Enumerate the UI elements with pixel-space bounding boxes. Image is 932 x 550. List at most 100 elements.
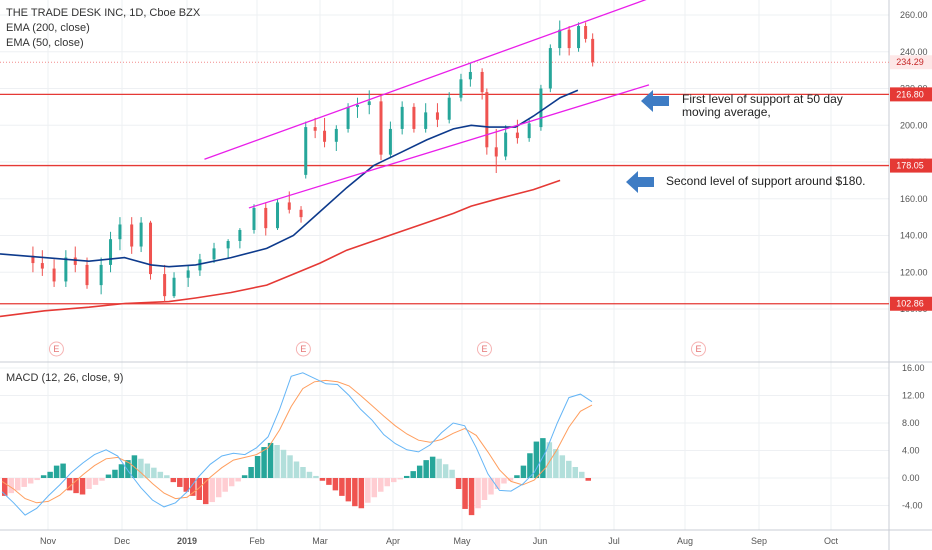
macd-histogram-bar [313,475,319,478]
macd-histogram-bar [306,471,313,478]
candle-body [212,248,216,260]
macd-histogram-bar [319,478,326,481]
arrow-left-icon-shape [626,171,654,193]
candle-body [567,29,571,49]
price-tick-label: 160.00 [900,194,928,204]
candle-body [73,257,77,265]
price-tag-label: 102.86 [896,299,924,309]
candle-body [447,97,451,120]
candle-body [577,26,581,49]
x-tick-label: Feb [249,536,265,546]
price-tick-label: 200.00 [900,120,928,130]
macd-histogram-bar [215,478,222,498]
candle-body [276,202,280,229]
macd-histogram-bar [47,471,53,478]
candle-body [299,209,303,218]
x-tick-label: 2019 [177,536,197,546]
macd-histogram-bar [358,478,365,509]
macd-histogram-bar [14,478,21,491]
macd-histogram-bar [378,478,384,492]
macd-histogram-bar [572,467,579,478]
macd-signal-line [1,379,593,504]
macd-histogram-bar [60,463,66,478]
candle-body [468,71,472,80]
macd-histogram-bar [34,478,40,481]
price-tag-label: 216.80 [896,89,924,99]
price-tag [890,55,932,70]
candle-body [252,207,256,230]
macd-histogram-bar [138,458,144,478]
ema200-line [0,179,561,318]
macd-histogram-bar [326,478,332,485]
macd-histogram-bar [501,478,507,484]
macd-histogram-bar [391,478,397,483]
candle-body [400,106,404,129]
macd-histogram-bar [125,460,131,478]
macd-histogram-bar [2,478,8,496]
macd-histogram-bar [287,455,293,478]
macd-histogram-bar [436,458,442,478]
macd-histogram-bar [66,478,73,491]
macd-histogram-bar [144,463,151,478]
candle-body [424,112,428,129]
macd-histogram-bar [190,478,196,496]
macd-histogram-bar [462,478,468,509]
candle-body [238,229,242,242]
earnings-marker [476,341,492,357]
candle-body [163,274,167,297]
macd-histogram-bar [553,449,559,478]
x-tick-label: Jul [608,536,620,546]
macd-histogram-bar [53,465,60,478]
macd-histogram-bar [403,475,410,478]
macd-histogram-bar [196,478,202,500]
x-tick-label: Jun [533,536,548,546]
macd-histogram-bar [105,474,112,478]
macd-histogram-bar [423,460,429,478]
ema50-line [0,89,579,268]
candle-body [186,270,190,278]
price-tick-label: 120.00 [900,267,928,277]
earnings-marker-label: E [481,344,487,354]
candle-body [346,106,350,129]
macd-histogram-bar [397,478,403,480]
macd-histogram-bar [384,478,391,487]
price-tag-label: 178.05 [896,161,924,171]
macd-tick-label: 8.00 [902,418,920,428]
x-tick-label: Aug [677,536,693,546]
macd-histogram-bar [475,478,481,509]
macd-histogram-bar [177,478,183,487]
candle-body [435,112,439,120]
x-tick-label: Oct [824,536,839,546]
macd-histogram-bar [579,471,585,478]
macd-histogram-bar [507,478,514,481]
macd-histogram-bar [520,465,527,478]
macd-histogram-bar [352,478,358,507]
macd-histogram-bar [468,478,475,516]
macd-histogram-bar [345,478,352,502]
price-tick-label: 260.00 [900,10,928,20]
arrow-left-icon [641,90,669,112]
earnings-marker-label: E [300,344,306,354]
candle-body [539,88,543,128]
macd-histogram-bar [86,478,92,489]
candle-body [480,71,484,93]
macd-histogram-bar [267,442,274,478]
arrow-left-icon-shape [641,90,669,112]
macd-histogram-bar [151,467,157,478]
x-tick-label: Sep [751,536,767,546]
candle-body [527,123,531,139]
candle-body [584,26,588,39]
symbol-legend: THE TRADE DESK INC, 1D, Cboe BZX [6,7,201,19]
channel-line-lower [248,84,650,209]
macd-line [1,372,593,516]
macd-histogram-bar [73,478,79,494]
candle-body [264,207,268,229]
candle-body [85,264,89,286]
candle-body [313,127,317,131]
macd-histogram-bar [533,441,540,478]
price-tag-label: 234.29 [896,57,924,67]
macd-histogram-bar [274,445,280,478]
macd-histogram-bar [92,478,99,485]
price-tag [890,158,932,173]
